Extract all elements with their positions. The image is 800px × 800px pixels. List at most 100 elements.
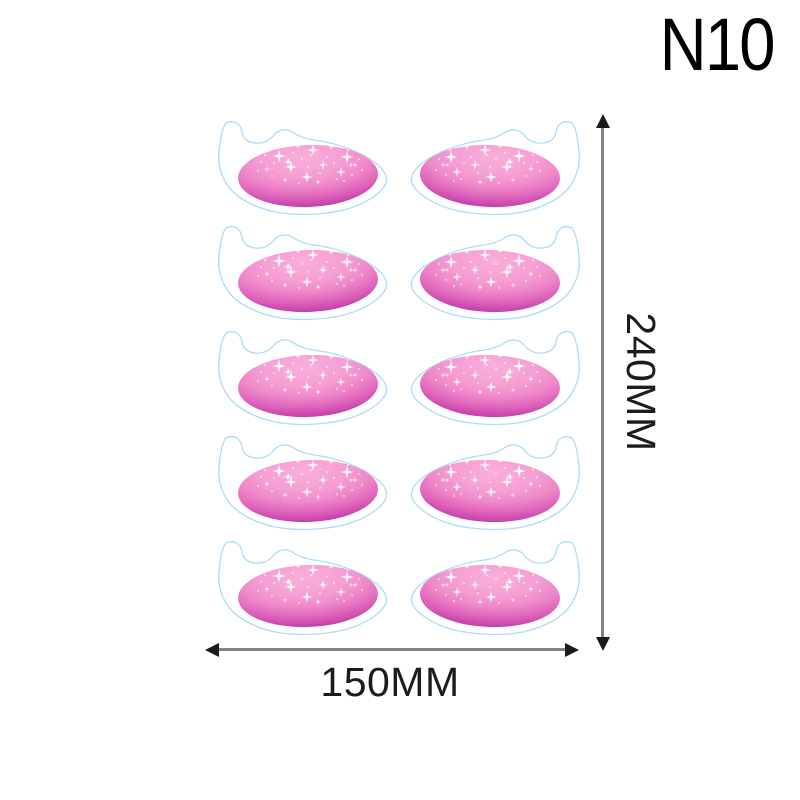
sparkle-dot bbox=[264, 259, 266, 261]
sparkle-star-icon bbox=[295, 143, 301, 149]
eye-gel-patch bbox=[407, 224, 597, 324]
sparkle-dot bbox=[343, 600, 345, 602]
sparkle-dot bbox=[301, 158, 303, 160]
sparkle-dot bbox=[495, 158, 497, 160]
sparkle-dot bbox=[288, 264, 290, 266]
sparkle-dot bbox=[321, 478, 325, 482]
sparkle-dot bbox=[273, 582, 275, 584]
sparkle-dot bbox=[532, 574, 534, 576]
sparkle-star-icon bbox=[510, 177, 516, 183]
sparkle-dot bbox=[288, 579, 290, 581]
sparkle-dot bbox=[449, 254, 451, 256]
sparkle-dot bbox=[264, 154, 266, 156]
patch-sheet bbox=[201, 119, 597, 644]
sparkle-dot bbox=[505, 165, 509, 169]
sparkles bbox=[257, 563, 363, 606]
eye-gel-patch bbox=[407, 119, 597, 219]
sparkle-dot bbox=[536, 371, 538, 373]
sparkle-dot bbox=[311, 358, 315, 362]
sparkle-dot bbox=[260, 371, 262, 373]
sparkle-dot bbox=[286, 265, 290, 269]
sparkle-dot bbox=[523, 162, 525, 164]
sparkle-dot bbox=[307, 376, 309, 378]
sparkle-star-icon bbox=[328, 564, 334, 570]
sparkle-dot bbox=[504, 362, 506, 364]
sparkle-dot bbox=[288, 474, 290, 476]
sparkle-star-icon bbox=[295, 353, 301, 359]
sparkle-dot bbox=[470, 576, 472, 578]
eye-patch-graphic bbox=[410, 225, 580, 321]
sparkle-dot bbox=[361, 379, 363, 381]
sparkle-dot bbox=[289, 375, 293, 379]
sparkle-dot bbox=[336, 283, 338, 285]
sparkle-star-icon bbox=[464, 564, 470, 570]
eye-patch-graphic bbox=[218, 540, 388, 636]
sparkle-dot bbox=[326, 261, 328, 263]
sparkle-dot bbox=[477, 487, 479, 489]
sparkle-dot bbox=[358, 263, 360, 265]
sparkle-star-icon bbox=[440, 582, 446, 588]
sparkle-star-icon bbox=[282, 387, 288, 393]
sparkle-dot bbox=[345, 470, 349, 474]
sparkle-dot bbox=[508, 264, 510, 266]
sparkle-star-icon bbox=[263, 165, 271, 173]
sparkle-dot bbox=[508, 579, 510, 581]
sparkle-star-icon bbox=[476, 283, 484, 291]
sparkle-dot bbox=[449, 359, 451, 361]
sparkle-dot bbox=[435, 169, 437, 171]
sparkle-dot bbox=[508, 580, 512, 584]
patch-row bbox=[201, 329, 597, 429]
sparkle-dot bbox=[319, 487, 321, 489]
sparkle-dot bbox=[307, 586, 309, 588]
sparkle-star-icon bbox=[314, 178, 322, 186]
sparkle-star-icon bbox=[444, 477, 450, 483]
sparkle-dot bbox=[361, 589, 363, 591]
sparkle-dot bbox=[438, 368, 440, 370]
sparkle-dot bbox=[333, 477, 335, 479]
sparkle-dot bbox=[460, 283, 462, 285]
sparkle-star-icon bbox=[476, 598, 484, 606]
sparkle-dot bbox=[523, 267, 525, 269]
sparkles bbox=[257, 458, 363, 501]
sparkle-dot bbox=[298, 182, 300, 184]
sparkle-dot bbox=[536, 161, 538, 163]
sparkle-dot bbox=[345, 155, 349, 159]
sparkle-dot bbox=[326, 576, 328, 578]
sparkle-dot bbox=[310, 259, 312, 261]
eye-patch-graphic bbox=[410, 540, 580, 636]
sparkle-star-icon bbox=[314, 283, 322, 291]
sparkle-dot bbox=[455, 170, 459, 174]
sparkle-dot bbox=[311, 463, 315, 467]
sparkle-dot bbox=[449, 575, 453, 579]
sparkle-dot bbox=[345, 575, 349, 579]
sparkle-dot bbox=[292, 152, 294, 154]
sparkle-dot bbox=[489, 490, 493, 494]
sparkle-dot bbox=[305, 385, 309, 389]
sparkle-dot bbox=[298, 497, 300, 499]
sparkle-dot bbox=[489, 586, 491, 588]
sparkle-dot bbox=[271, 490, 273, 492]
sparkle-star-icon bbox=[527, 480, 535, 488]
sparkle-star-icon bbox=[497, 143, 503, 149]
sparkle-dot bbox=[460, 178, 462, 180]
sparkle-dot bbox=[305, 175, 309, 179]
sparkle-star-icon bbox=[464, 459, 470, 465]
arrow-down-icon bbox=[596, 637, 610, 651]
sparkle-dot bbox=[260, 476, 262, 478]
sparkle-dot bbox=[343, 390, 345, 392]
sparkle-star-icon bbox=[352, 162, 358, 168]
sparkles bbox=[435, 143, 541, 186]
sparkle-dot bbox=[347, 569, 349, 571]
sparkle-dot bbox=[289, 480, 293, 484]
sparkle-dot bbox=[273, 267, 275, 269]
sparkle-dot bbox=[463, 267, 465, 269]
sparkle-dot bbox=[523, 582, 525, 584]
sparkle-dot bbox=[289, 270, 293, 274]
sparkle-dot bbox=[336, 598, 338, 600]
eye-gel-patch bbox=[201, 224, 391, 324]
sparkle-dot bbox=[508, 370, 512, 374]
sparkle-dot bbox=[473, 478, 477, 482]
sparkle-dot bbox=[319, 592, 321, 594]
sparkle-dot bbox=[477, 382, 479, 384]
sparkle-dot bbox=[358, 158, 360, 160]
